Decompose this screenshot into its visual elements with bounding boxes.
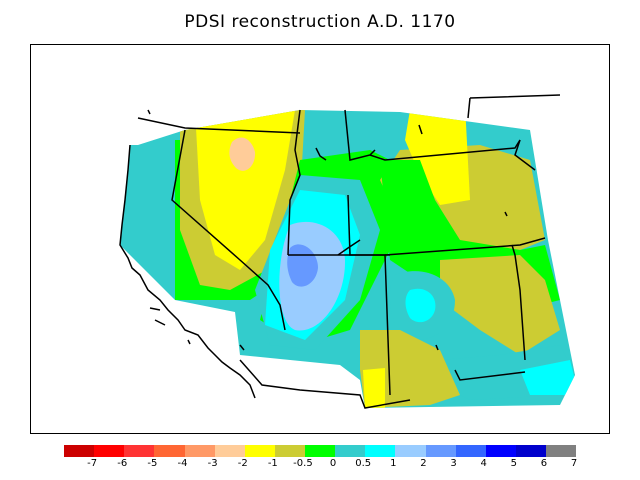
field-east-wet <box>405 288 436 323</box>
border-nm-tx <box>454 369 526 381</box>
colorbar-tick-label: -5 <box>147 458 158 469</box>
colorbar-swatch <box>485 445 516 457</box>
colorbar-swatch <box>94 445 125 457</box>
borders <box>119 94 561 409</box>
colorbar-swatch <box>184 445 215 457</box>
lake-marker-2 <box>315 147 327 161</box>
colorbar-tick-label: -2 <box>237 458 248 469</box>
border-mx <box>239 359 411 409</box>
colorbar-swatch <box>124 445 155 457</box>
lake-marker-5 <box>187 339 245 351</box>
colorbar-tick-label: 0.5 <box>355 458 372 469</box>
colorbar-swatch <box>274 445 305 457</box>
border-wy <box>369 139 521 161</box>
border-id-west <box>287 109 301 256</box>
field-south-bright <box>363 368 385 408</box>
colorbar-tick-label: -7 <box>87 458 98 469</box>
field-northwest-peak <box>229 137 256 171</box>
colorbar-swatch <box>244 445 275 457</box>
field-northwest-bright <box>195 110 295 270</box>
colorbar-tick-label: 2 <box>420 458 427 469</box>
colorbar-labels: -7 -6 -5 -4 -3 -2 -1 -0.5 0 0.5 1 2 3 4 5 6 7 <box>64 458 578 472</box>
colorbar-tick-label: 6 <box>540 458 548 469</box>
colorbar-swatch <box>455 445 486 457</box>
map-title: PDSI reconstruction A.D. 1170 <box>184 12 456 32</box>
colorbar-swatch <box>335 445 366 457</box>
colorbar-tick-label: -0.5 <box>293 458 313 469</box>
islands-west <box>149 307 166 326</box>
colorbar-swatch <box>395 445 426 457</box>
colorbar <box>64 445 577 457</box>
colorbar-tick-label: -3 <box>207 458 218 469</box>
colorbar-swatch <box>515 445 546 457</box>
colorbar-tick-label: 7 <box>570 458 578 469</box>
colorbar-swatch <box>365 445 396 457</box>
coastline <box>119 144 256 399</box>
border-ut-az <box>347 194 391 396</box>
border-mt <box>344 109 376 161</box>
lake-marker-4 <box>504 211 508 217</box>
lake-marker-3 <box>418 124 423 135</box>
great-salt-lake <box>337 239 361 256</box>
field-south-wet <box>520 360 575 395</box>
colorbar-tick-label: 1 <box>390 458 397 469</box>
lake-marker-6 <box>435 344 439 351</box>
colorbar-tick-label: -4 <box>177 458 188 469</box>
colorbar-tick-label: -6 <box>117 458 128 469</box>
colorbar-swatch <box>64 445 95 457</box>
border-ne <box>467 97 471 119</box>
border-co <box>384 237 546 256</box>
border-or-wa <box>137 117 301 134</box>
colorbar-swatch <box>305 445 336 457</box>
colorbar-swatch <box>425 445 456 457</box>
colorbar-swatch <box>154 445 185 457</box>
lake-marker-1 <box>147 109 151 115</box>
border-co-ks <box>511 244 526 361</box>
border-nd <box>469 94 561 171</box>
colorbar-swatch <box>546 445 577 457</box>
colorbar-tick-label: 3 <box>450 458 457 469</box>
colorbar-tick-label: 5 <box>510 458 517 469</box>
colorbar-tick-label: -1 <box>267 458 278 469</box>
colorbar-swatch <box>214 445 245 457</box>
colorbar-tick-label: 0 <box>329 458 337 469</box>
field-east-yellow <box>440 255 560 355</box>
colorbar-tick-label: 4 <box>480 458 487 469</box>
border-ca-nv <box>171 129 286 331</box>
